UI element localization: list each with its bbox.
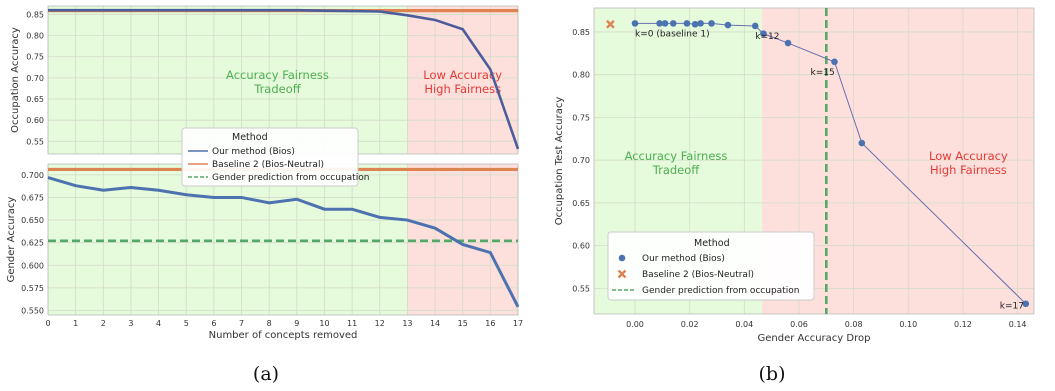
x-tick-label: 0.02 — [681, 320, 699, 329]
y-tick-label: 0.70 — [26, 74, 44, 83]
our-method-point — [661, 20, 669, 27]
our-method-line — [48, 8, 520, 150]
y-tick-label: 0.85 — [572, 28, 590, 37]
our-method-point — [656, 20, 663, 27]
y-tick-label: 0.75 — [26, 53, 44, 62]
legend-a-title: Method — [232, 132, 268, 143]
y-tick-label: 0.65 — [572, 199, 590, 208]
y-axis-label: Occupation Test Accuracy — [554, 97, 565, 226]
point-label: k=0 (baseline 1) — [635, 29, 710, 39]
y-tick-label: 0.75 — [572, 113, 590, 122]
x-tick-label: 4 — [156, 319, 161, 328]
y-tick-label: 0.700 — [21, 171, 44, 180]
x-tick-label: 0.00 — [626, 320, 644, 329]
y-tick-label: 0.55 — [26, 137, 44, 146]
x-tick-label: 7 — [239, 319, 244, 328]
x-tick-label: 8 — [267, 319, 272, 328]
legend-b-item-our-method: Our method (Bios) — [642, 254, 725, 264]
our-method-line — [47, 176, 520, 308]
legend-b-title: Method — [694, 238, 730, 249]
x-tick-label: 13 — [402, 319, 412, 328]
x-axis-label: Number of concepts removed — [209, 330, 358, 341]
our-method-point — [784, 39, 792, 47]
our-method-point — [669, 20, 677, 27]
plot-frame — [593, 7, 1035, 315]
region-label-1: Low Accuracy — [929, 149, 1008, 163]
our-method-point — [683, 20, 691, 27]
our-method-point — [708, 20, 715, 27]
legend-a-item-our-method: Our method (Bios) — [212, 147, 295, 157]
point-label: k=15 — [810, 68, 834, 78]
region-label-0: Accuracy Fairness — [226, 68, 329, 82]
x-tick-label: 15 — [458, 319, 468, 328]
x-tick-label: 0.10 — [899, 320, 917, 329]
y-axis-label: Occupation Accuracy — [10, 27, 21, 133]
point-label: k=12 — [755, 32, 779, 42]
y-axis-label: Gender Accuracy — [6, 197, 17, 283]
point-label: k=17 — [1000, 302, 1024, 312]
y-tick-label: 0.575 — [21, 284, 44, 293]
our-method-point — [751, 22, 759, 30]
y-tick-label: 0.85 — [26, 10, 44, 19]
our-method-point — [858, 139, 866, 147]
legend-b-item-gender-prediction: Gender prediction from occupation — [642, 286, 799, 296]
y-tick-label: 0.65 — [26, 95, 44, 104]
our-method-point — [724, 21, 732, 29]
x-tick-label: 2 — [101, 319, 106, 328]
our-method-point — [760, 30, 767, 37]
x-tick-label: 17 — [513, 319, 523, 328]
x-tick-label: 0.12 — [954, 320, 972, 329]
caption-b: (b) — [759, 363, 786, 385]
region-label-0: Accuracy Fairness — [625, 149, 728, 163]
panel-a-top-chart: 0.55 0.60 0.65 0.70 0.75 0.80 0.85 Occupation A… — [10, 5, 520, 155]
baseline-2-marker — [606, 19, 615, 29]
region-label-0: Tradeoff — [253, 82, 302, 96]
x-tick-label: 0.08 — [845, 320, 863, 329]
x-tick-label: 0.14 — [1009, 320, 1027, 329]
region-label-1: High Fairness — [930, 163, 1007, 177]
our-method-point — [631, 20, 639, 27]
y-tick-label: 0.80 — [572, 71, 590, 80]
y-tick-label: 0.675 — [21, 193, 44, 202]
legend-a-item-gender-prediction: Gender prediction from occupation — [212, 173, 369, 183]
x-tick-label: 1 — [73, 319, 78, 328]
legend-b-item-baseline-2: Baseline 2 (Bios-Neutral) — [642, 270, 754, 280]
panel-a-bottom-chart: 0.550 0.575 0.600 0.625 0.650 0.675 0.700 Gende… — [6, 163, 523, 341]
y-tick-label: 0.60 — [572, 242, 590, 251]
legend-a: Method Our method (Bios) Baseline 2 (Bio… — [181, 127, 369, 187]
x-tick-label: 12 — [375, 319, 385, 328]
x-tick-label: 14 — [430, 319, 440, 328]
x-tick-label: 0.06 — [790, 320, 808, 329]
y-tick-label: 0.550 — [21, 306, 44, 315]
region-0 — [48, 164, 408, 315]
our-method-point — [831, 58, 838, 66]
x-tick-label: 10 — [319, 319, 329, 328]
y-tick-label: 0.55 — [572, 284, 590, 293]
y-tick-label: 0.625 — [21, 239, 44, 248]
region-label-1: High Fairness — [424, 82, 501, 96]
x-tick-label: 9 — [294, 319, 299, 328]
x-tick-label: 6 — [211, 319, 216, 328]
y-tick-label: 0.600 — [21, 261, 44, 270]
y-tick-label: 0.80 — [26, 32, 44, 41]
region-label-1: Low Accuracy — [423, 68, 502, 82]
region-label-0: Tradeoff — [652, 163, 701, 177]
y-tick-label: 0.70 — [572, 156, 590, 165]
y-tick-label: 0.650 — [21, 216, 44, 225]
legend-a-item-baseline-2: Baseline 2 (Bios-Neutral) — [212, 160, 324, 170]
our-method-point — [1022, 300, 1030, 308]
x-tick-label: 5 — [184, 319, 189, 328]
x-tick-label: 3 — [128, 319, 133, 328]
caption-a: (a) — [253, 363, 279, 385]
y-tick-label: 0.60 — [26, 116, 44, 125]
x-axis-label: Gender Accuracy Drop — [758, 333, 871, 344]
x-tick-label: 16 — [485, 319, 495, 328]
x-tick-label: 0.04 — [735, 320, 753, 329]
x-tick-label: 0 — [45, 319, 50, 328]
our-method-point — [691, 20, 699, 28]
x-tick-label: 11 — [347, 319, 357, 328]
our-method-point — [697, 20, 704, 27]
legend-b: Method Our method (Bios) Baseline 2 (Bio… — [607, 231, 815, 301]
